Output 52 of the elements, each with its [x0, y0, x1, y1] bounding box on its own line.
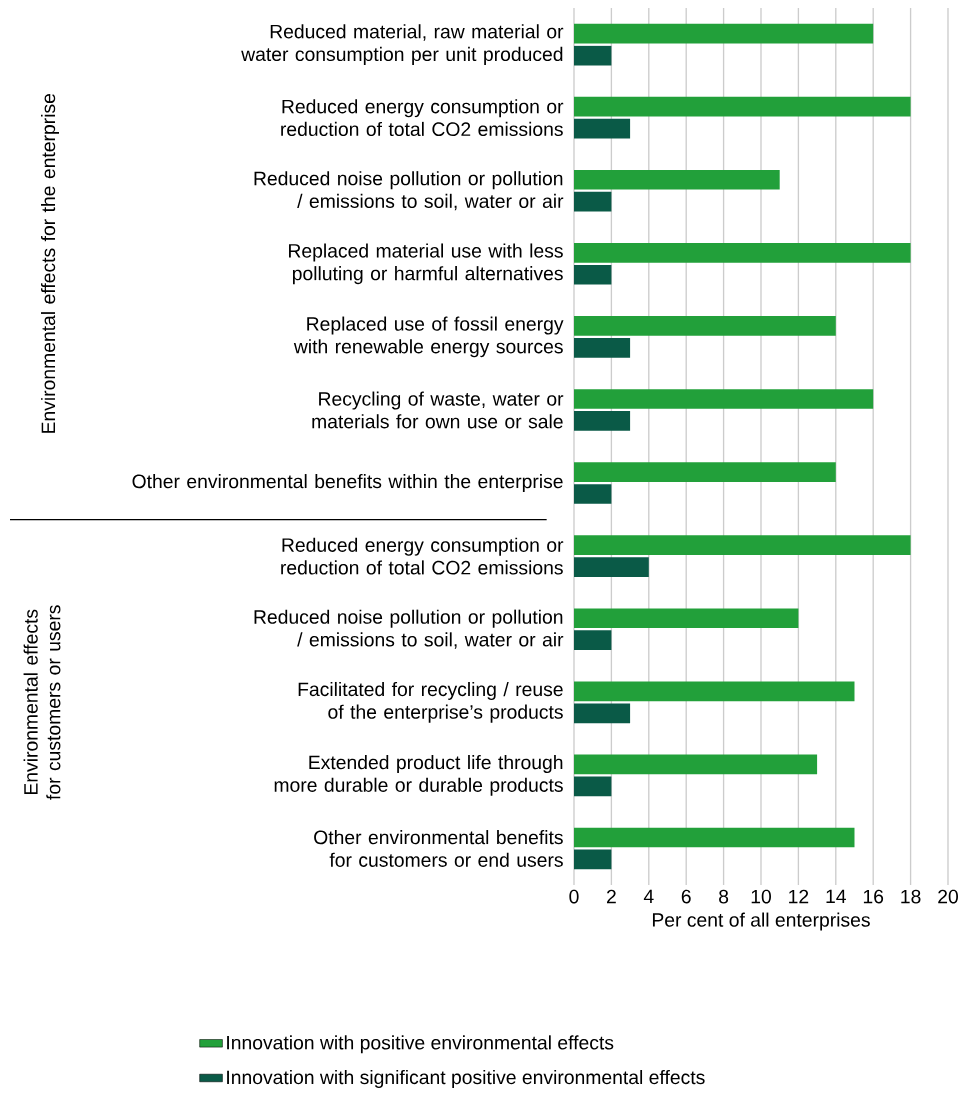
x-tick-label: 10: [751, 889, 771, 904]
x-tick-label: 18: [901, 889, 921, 904]
y-tick-label: Reduced noise pollution or pollution / emissions to soil, water or air: [254, 609, 564, 649]
text: Environmental effects for the enterprise: [40, 94, 59, 433]
x-tick-label: 2: [606, 889, 616, 904]
bar: [573, 630, 612, 651]
x-tick-label: 4: [643, 889, 654, 904]
y-tick-label: Other environmental benefits for customers or end users: [314, 830, 563, 867]
x-tick-label: 12: [789, 889, 809, 904]
legend-label: Innovation with positive environmental effects: [227, 1035, 614, 1054]
y-tick-label: Reduced energy consumption or reduction of total CO2 emissions: [281, 537, 564, 575]
bar: [573, 462, 836, 482]
x-tick-label: 20: [938, 889, 958, 904]
bar: [573, 23, 874, 44]
bar: [573, 96, 911, 117]
x-tick-label: 14: [826, 889, 846, 904]
bar: [573, 608, 799, 629]
bar: [573, 191, 612, 212]
bar: [573, 316, 836, 336]
bar: [573, 45, 612, 66]
legend-label: Innovation with significant positive environmental effects: [227, 1069, 705, 1089]
x-tick-label: 16: [863, 889, 884, 904]
y-tick-label: Extended product life through more durable or durable products: [274, 755, 563, 796]
x-axis-title: Per cent of all enterprises: [652, 912, 870, 931]
bar: [573, 242, 911, 263]
bar: [573, 118, 630, 139]
bar: [573, 754, 817, 775]
x-tick-label: 8: [718, 889, 729, 904]
bar: [573, 264, 612, 285]
x-tick-label: 6: [681, 889, 691, 904]
bar: [573, 703, 630, 724]
bar: [573, 557, 649, 577]
x-tick-label: 0: [569, 889, 579, 904]
y-tick-label: Reduced energy consumption or reduction of total CO2 emissions: [281, 99, 564, 137]
bar: [573, 776, 612, 797]
bar: [573, 535, 911, 556]
text: Environmental effects for customers or users: [23, 605, 61, 800]
bar: [573, 169, 780, 190]
bar: [573, 849, 612, 870]
y-tick-label: Other environmental benefits within the enterprise: [132, 474, 563, 493]
bar: [573, 827, 855, 848]
bar: [573, 389, 874, 409]
y-tick-label: Facilitated for recycling / reuse of the enterprise’s products: [298, 681, 563, 723]
y-tick-label: Replaced material use with less polluting or harmful alternatives: [288, 243, 563, 285]
y-tick-label: Reduced material, raw material or water consumption per unit produced: [241, 24, 564, 65]
bar: [573, 484, 612, 504]
y-tick-label: Recycling of waste, water or materials for own use or sale: [312, 391, 564, 429]
bar: [573, 337, 630, 358]
bar: [573, 411, 630, 431]
y-tick-label: Reduced noise pollution or pollution / emissions to soil, water or air: [254, 171, 564, 211]
bar: [573, 681, 855, 702]
y-tick-label: Replaced use of fossil energy with renewable energy sources: [293, 316, 564, 358]
